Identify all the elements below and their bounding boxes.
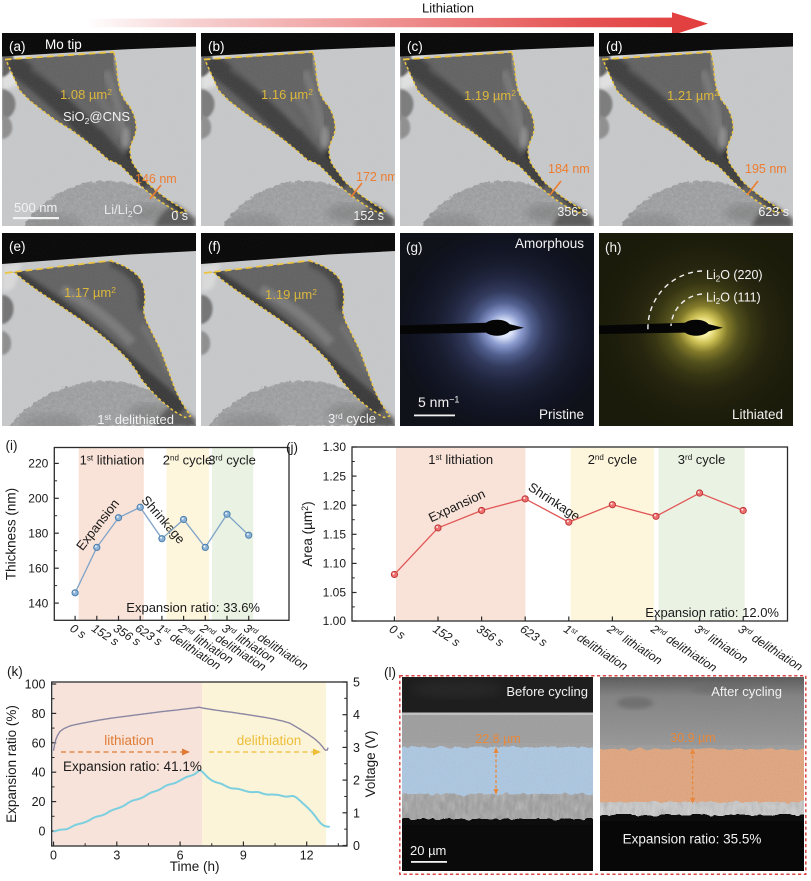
svg-text:0 s: 0 s [387, 622, 408, 642]
svg-text:Li/Li2O: Li/Li2O [104, 202, 143, 219]
svg-text:1.17 µm2: 1.17 µm2 [64, 285, 116, 300]
svg-text:(d): (d) [606, 39, 623, 54]
svg-text:(j): (j) [286, 440, 298, 455]
svg-text:Li2O (220): Li2O (220) [706, 268, 763, 284]
svg-text:5: 5 [353, 676, 360, 690]
svg-text:200: 200 [28, 492, 48, 506]
svg-text:4: 4 [353, 708, 360, 722]
svg-text:623 s: 623 s [759, 205, 790, 219]
svg-text:Expansion ratio (%): Expansion ratio (%) [4, 705, 19, 823]
svg-text:(i): (i) [6, 438, 18, 453]
svg-text:Area (µm2): Area (µm2) [300, 501, 315, 566]
svg-text:356 s: 356 s [558, 205, 589, 219]
svg-text:Expansion ratio: 12.0%: Expansion ratio: 12.0% [645, 605, 779, 620]
svg-text:0: 0 [353, 839, 360, 853]
svg-text:60: 60 [32, 736, 46, 750]
svg-text:Mo tip: Mo tip [45, 37, 82, 52]
svg-text:0 s: 0 s [171, 209, 188, 223]
svg-text:(a): (a) [9, 39, 26, 54]
svg-text:3rd cycle: 3rd cycle [328, 411, 376, 426]
svg-text:3rd delithiation: 3rd delithiation [736, 622, 806, 674]
svg-text:(h): (h) [605, 240, 622, 255]
svg-text:1st lithiation: 1st lithiation [80, 453, 145, 468]
svg-text:140: 140 [28, 596, 48, 610]
svg-text:30.9 µm: 30.9 µm [670, 731, 715, 745]
svg-text:Voltage (V): Voltage (V) [363, 731, 378, 798]
svg-text:623 s: 623 s [518, 622, 550, 650]
svg-text:After cycling: After cycling [711, 684, 782, 699]
svg-text:160: 160 [28, 561, 48, 575]
svg-text:80: 80 [32, 707, 46, 721]
svg-text:SiO2@CNS: SiO2@CNS [63, 109, 130, 126]
svg-text:0 s: 0 s [67, 621, 88, 641]
svg-text:3rd cycle: 3rd cycle [678, 452, 726, 467]
svg-text:12: 12 [300, 849, 314, 863]
svg-text:3rd cycle: 3rd cycle [208, 453, 256, 468]
svg-text:delithiation: delithiation [237, 733, 302, 748]
svg-text:1st delithiated: 1st delithiated [97, 412, 174, 426]
svg-text:Time (h): Time (h) [170, 859, 220, 874]
svg-text:220: 220 [28, 457, 48, 471]
svg-text:(f): (f) [208, 239, 221, 254]
svg-text:1.15: 1.15 [323, 528, 347, 542]
svg-text:195 nm: 195 nm [745, 162, 787, 176]
svg-text:356 s: 356 s [474, 622, 506, 650]
svg-text:lithiation: lithiation [104, 733, 154, 748]
svg-text:1.08 µm2: 1.08 µm2 [60, 87, 112, 102]
svg-text:40: 40 [32, 766, 46, 780]
svg-text:(g): (g) [406, 240, 423, 255]
svg-text:1.19 µm2: 1.19 µm2 [464, 88, 516, 103]
svg-text:180: 180 [28, 526, 48, 540]
svg-text:1.30: 1.30 [323, 440, 347, 454]
svg-text:184 nm: 184 nm [548, 162, 590, 176]
svg-text:1.25: 1.25 [323, 469, 347, 483]
svg-text:1st lithiation: 1st lithiation [428, 452, 493, 467]
svg-text:3: 3 [353, 741, 360, 755]
svg-text:20 µm: 20 µm [410, 843, 446, 858]
svg-text:(k): (k) [7, 664, 23, 679]
svg-text:1.10: 1.10 [323, 557, 347, 571]
svg-text:100: 100 [25, 678, 46, 692]
svg-text:Expansion ratio: 41.1%: Expansion ratio: 41.1% [63, 759, 202, 774]
svg-text:1.20: 1.20 [323, 498, 347, 512]
svg-text:9: 9 [240, 849, 247, 863]
svg-text:Expansion ratio: 35.5%: Expansion ratio: 35.5% [623, 832, 762, 847]
svg-text:Before cycling: Before cycling [506, 684, 588, 699]
svg-text:500 nm: 500 nm [14, 200, 57, 215]
svg-text:146 nm: 146 nm [135, 172, 177, 186]
svg-text:(c): (c) [407, 39, 423, 54]
svg-text:(e): (e) [9, 239, 26, 254]
svg-text:5 nm−1: 5 nm−1 [418, 394, 459, 410]
svg-text:0: 0 [50, 849, 57, 863]
svg-text:1: 1 [353, 806, 360, 820]
svg-text:1.19 µm2: 1.19 µm2 [265, 287, 317, 302]
svg-text:2: 2 [353, 774, 360, 788]
svg-text:Li2O (111): Li2O (111) [706, 290, 761, 306]
svg-text:6: 6 [177, 849, 184, 863]
svg-text:1.00: 1.00 [323, 614, 347, 628]
svg-text:3: 3 [113, 849, 120, 863]
svg-text:Amorphous: Amorphous [515, 236, 584, 251]
svg-text:20: 20 [32, 795, 46, 809]
svg-text:152 s: 152 s [430, 622, 462, 650]
svg-text:(b): (b) [208, 39, 225, 54]
svg-text:172 nm: 172 nm [356, 170, 395, 184]
svg-text:Lithiated: Lithiated [732, 407, 783, 422]
svg-text:1.05: 1.05 [323, 586, 347, 600]
svg-text:1.21 µm2: 1.21 µm2 [667, 88, 719, 103]
svg-text:Thickness (nm): Thickness (nm) [4, 488, 19, 580]
svg-text:0: 0 [39, 825, 46, 839]
svg-text:Pristine: Pristine [539, 407, 584, 422]
svg-text:Expansion ratio: 33.6%: Expansion ratio: 33.6% [126, 600, 260, 615]
svg-text:1.16 µm2: 1.16 µm2 [261, 87, 313, 102]
svg-text:Lithiation: Lithiation [422, 1, 474, 16]
svg-text:152 s: 152 s [353, 209, 384, 223]
svg-text:22.8 µm: 22.8 µm [475, 732, 520, 746]
